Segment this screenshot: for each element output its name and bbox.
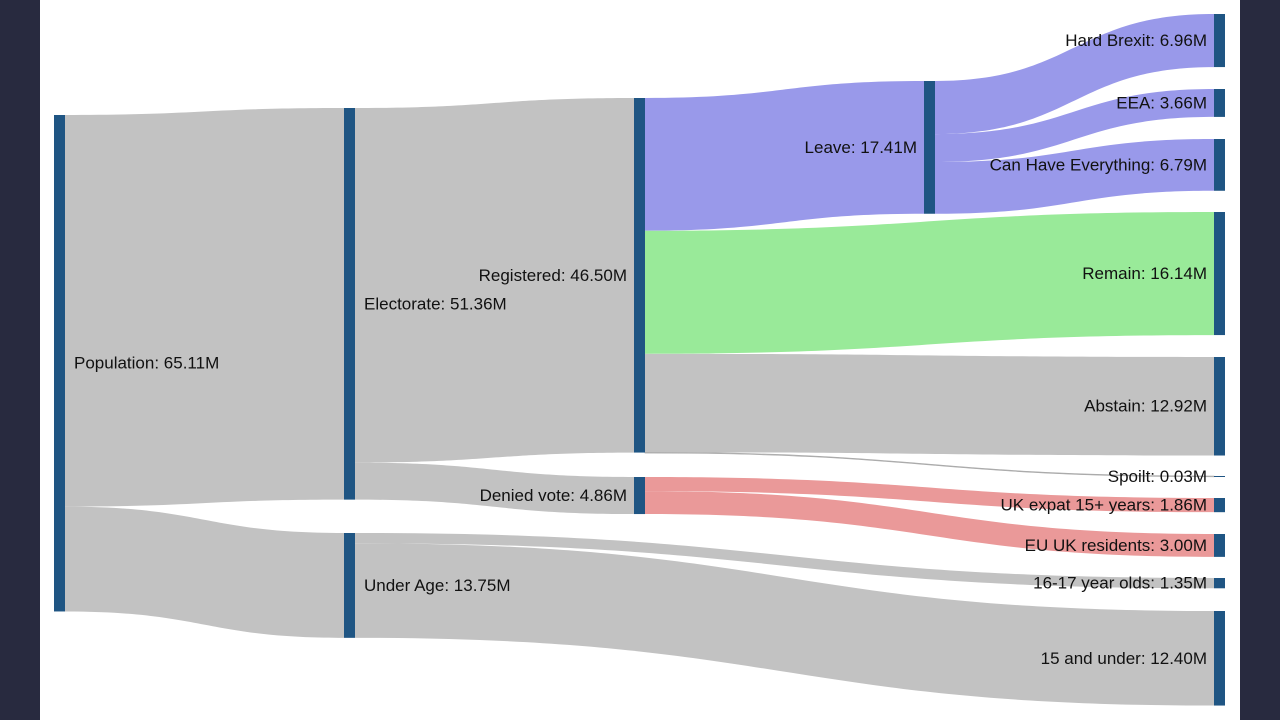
link-registered-to-remain[interactable] [645,212,1214,354]
node-age_16_17[interactable] [1214,578,1225,589]
label-age_16_17: 16-17 year olds: 1.35M [1033,574,1207,593]
sankey-chart: Population: 65.11M Electorate: 51.36M Unde… [54,14,1225,706]
node-electorate[interactable] [344,108,355,500]
link-registered-to-leave[interactable] [645,81,924,231]
node-leave[interactable] [924,81,935,214]
label-remain: Remain: 16.14M [1082,264,1207,283]
node-eea[interactable] [1214,89,1225,117]
link-leave-to-eea[interactable] [935,89,1214,162]
link-population-to-electorate[interactable] [65,108,344,507]
label-under_15: 15 and under: 12.40M [1041,649,1207,668]
link-under_age-to-under_15[interactable] [355,543,1214,706]
node-registered[interactable] [634,98,645,453]
node-eu_uk_residents[interactable] [1214,534,1225,557]
labels-layer: Population: 65.11M Electorate: 51.36M Unde… [74,31,1207,668]
label-abstain: Abstain: 12.92M [1084,397,1207,416]
node-population[interactable] [54,115,65,612]
node-spoilt[interactable] [1214,476,1225,477]
label-electorate: Electorate: 51.36M [364,294,507,313]
label-uk_expat: UK expat 15+ years: 1.86M [1001,496,1207,515]
label-eu_uk_residents: EU UK residents: 3.00M [1025,536,1207,555]
link-denied_vote-to-eu_uk_residents[interactable] [645,491,1214,557]
label-denied_vote: Denied vote: 4.86M [480,486,627,505]
sankey-chart-canvas: Population: 65.11M Electorate: 51.36M Unde… [40,0,1240,720]
node-uk_expat[interactable] [1214,498,1225,513]
node-under_age[interactable] [344,533,355,638]
link-electorate-to-denied_vote[interactable] [355,462,634,515]
label-hard_brexit: Hard Brexit: 6.96M [1065,31,1207,50]
links-layer [65,14,1215,706]
label-can_have_everything: Can Have Everything: 6.79M [990,155,1207,174]
link-population-to-under_age[interactable] [65,506,344,638]
label-spoilt: Spoilt: 0.03M [1108,467,1207,486]
link-electorate-to-registered[interactable] [355,98,634,463]
label-population: Population: 65.11M [74,354,219,373]
node-under_15[interactable] [1214,611,1225,706]
link-denied_vote-to-uk_expat[interactable] [645,477,1214,513]
nodes-layer [54,14,1225,706]
link-registered-to-abstain[interactable] [645,353,1214,456]
node-remain[interactable] [1214,212,1225,336]
node-abstain[interactable] [1214,357,1225,456]
label-under_age: Under Age: 13.75M [364,576,510,595]
link-under_age-to-age_16_17[interactable] [355,533,1214,589]
label-leave: Leave: 17.41M [805,138,917,157]
label-eea: EEA: 3.66M [1116,93,1207,112]
link-leave-to-can_have_everything[interactable] [935,139,1214,214]
node-denied_vote[interactable] [634,477,645,515]
node-hard_brexit[interactable] [1214,14,1225,68]
link-leave-to-hard_brexit[interactable] [935,14,1214,135]
label-registered: Registered: 46.50M [479,266,627,285]
node-can_have_everything[interactable] [1214,139,1225,191]
